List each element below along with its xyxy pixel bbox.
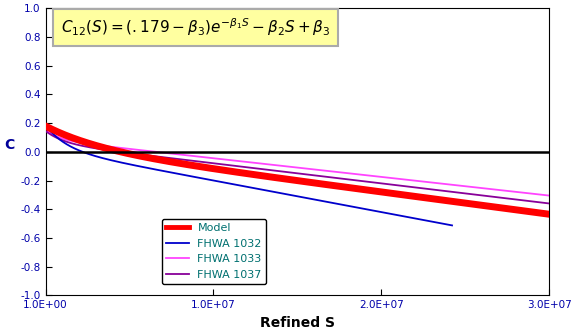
Legend: Model, FHWA 1032, FHWA 1033, FHWA 1037: Model, FHWA 1032, FHWA 1033, FHWA 1037 bbox=[162, 218, 266, 284]
Y-axis label: C: C bbox=[4, 138, 14, 152]
Text: $\mathit{C}_{12}\mathit{(S)} = (.179 - \beta_3)e^{-\beta_1 S} - \beta_2 S + \bet: $\mathit{C}_{12}\mathit{(S)} = (.179 - \… bbox=[60, 17, 330, 38]
X-axis label: Refined S: Refined S bbox=[260, 316, 335, 330]
